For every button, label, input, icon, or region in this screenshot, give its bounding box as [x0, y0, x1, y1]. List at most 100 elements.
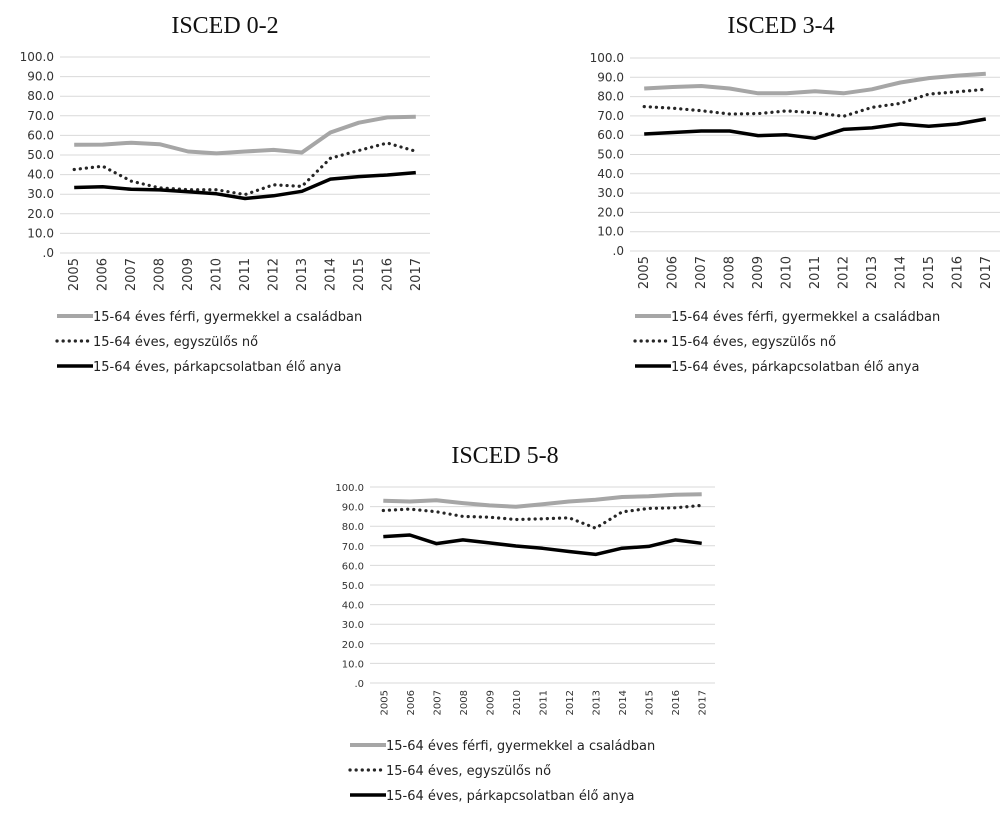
data-point [383, 536, 385, 538]
x-tick-label: 2007 [124, 258, 139, 291]
data-point [436, 500, 438, 502]
x-tick-label: 2016 [950, 256, 965, 289]
data-point [621, 496, 623, 498]
y-tick-label: 100.0 [335, 483, 364, 494]
y-tick-label: 30.0 [27, 187, 54, 201]
data-point [814, 112, 816, 114]
data-point [515, 506, 517, 508]
data-point [700, 110, 702, 112]
legend-label-men-with-children: 15-64 éves férfi, gyermekkel a családban [386, 739, 655, 754]
legend-label-partnered-mother: 15-64 éves, párkapcsolatban élő anya [671, 360, 919, 375]
data-point [273, 149, 275, 151]
data-point [700, 130, 702, 132]
data-point [729, 113, 731, 115]
data-point [301, 191, 303, 193]
series-line-partnered-mother [74, 170, 416, 201]
data-point [130, 180, 132, 182]
y-tick-label: 10.0 [597, 225, 624, 239]
x-tick-label: 2008 [723, 256, 738, 289]
x-tick-label: 2009 [751, 256, 766, 289]
chart-title: ISCED 5-8 [451, 443, 558, 469]
data-point [786, 93, 788, 95]
data-point [568, 501, 570, 503]
legend-label-men-with-children: 15-64 éves férfi, gyermekkel a családban [93, 310, 362, 325]
x-tick-label: 2009 [181, 258, 196, 291]
data-point [595, 554, 597, 556]
y-tick-label: .0 [613, 244, 624, 258]
y-tick-label: 50.0 [597, 148, 624, 162]
y-tick-label: 60.0 [342, 561, 364, 572]
data-point [957, 91, 959, 93]
x-tick-label: 2009 [485, 690, 496, 715]
series-line-single-mother [381, 503, 704, 530]
data-point [273, 195, 275, 197]
data-point [102, 165, 104, 167]
series-line-single-mother [642, 87, 988, 118]
y-tick-label: 40.0 [27, 168, 54, 182]
y-tick-label: 30.0 [342, 620, 364, 631]
x-tick-label: 2017 [979, 256, 994, 289]
x-tick-label: 2005 [67, 258, 82, 291]
x-tick-label: 2006 [666, 256, 681, 289]
data-point [489, 542, 491, 544]
data-point [674, 494, 676, 496]
x-tick-label: 2011 [808, 256, 823, 289]
chart-title: ISCED 0-2 [171, 13, 278, 39]
x-tick-label: 2006 [406, 690, 417, 715]
data-point [786, 134, 788, 136]
data-point [187, 191, 189, 193]
data-point [985, 118, 987, 120]
data-point [595, 527, 597, 529]
data-point [701, 543, 703, 545]
data-point [843, 116, 845, 118]
data-point [387, 117, 389, 119]
data-point [102, 144, 104, 146]
x-tick-label: 2007 [694, 256, 709, 289]
x-tick-label: 2005 [637, 256, 652, 289]
data-point [415, 151, 417, 153]
legend-label-single-mother: 15-64 éves, egyszülős nő [93, 335, 258, 350]
data-point [985, 89, 987, 91]
x-tick-label: 2011 [539, 690, 550, 715]
data-point [674, 539, 676, 541]
data-point [216, 189, 218, 191]
x-tick-label: 2014 [893, 256, 908, 289]
data-point [621, 547, 623, 549]
data-point [159, 143, 161, 145]
x-tick-label: 2015 [352, 258, 367, 291]
data-point [648, 495, 650, 497]
data-point [674, 507, 676, 509]
data-point [643, 106, 645, 108]
data-point [415, 116, 417, 118]
data-point [383, 500, 385, 502]
data-point [871, 127, 873, 129]
data-point [542, 548, 544, 550]
data-point [330, 132, 332, 134]
data-point [244, 198, 246, 200]
data-point [542, 503, 544, 505]
y-tick-label: 80.0 [597, 90, 624, 104]
data-point [358, 122, 360, 124]
x-tick-label: 2012 [266, 258, 281, 291]
data-point [729, 130, 731, 132]
x-tick-label: 2015 [645, 690, 656, 715]
data-point [701, 505, 703, 507]
data-point [701, 494, 703, 496]
y-tick-label: 50.0 [27, 148, 54, 162]
chart-1: ISCED 0-2 .0 10.0 20.0 30.0 40.0 50.0 60.0 70.0 8… [20, 13, 430, 375]
data-point [436, 511, 438, 513]
x-tick-label: 2013 [592, 690, 603, 715]
series-line-partnered-mother [644, 117, 987, 141]
data-point [648, 546, 650, 548]
y-tick-label: 10.0 [27, 226, 54, 240]
y-tick-label: 40.0 [597, 167, 624, 181]
data-point [621, 511, 623, 513]
y-tick-label: 70.0 [342, 542, 364, 553]
y-tick-label: 50.0 [342, 581, 364, 592]
data-point [489, 516, 491, 518]
data-point [244, 194, 246, 196]
data-point [415, 172, 417, 174]
data-point [130, 189, 132, 191]
data-point [900, 82, 902, 84]
x-tick-label: 2014 [618, 690, 629, 715]
